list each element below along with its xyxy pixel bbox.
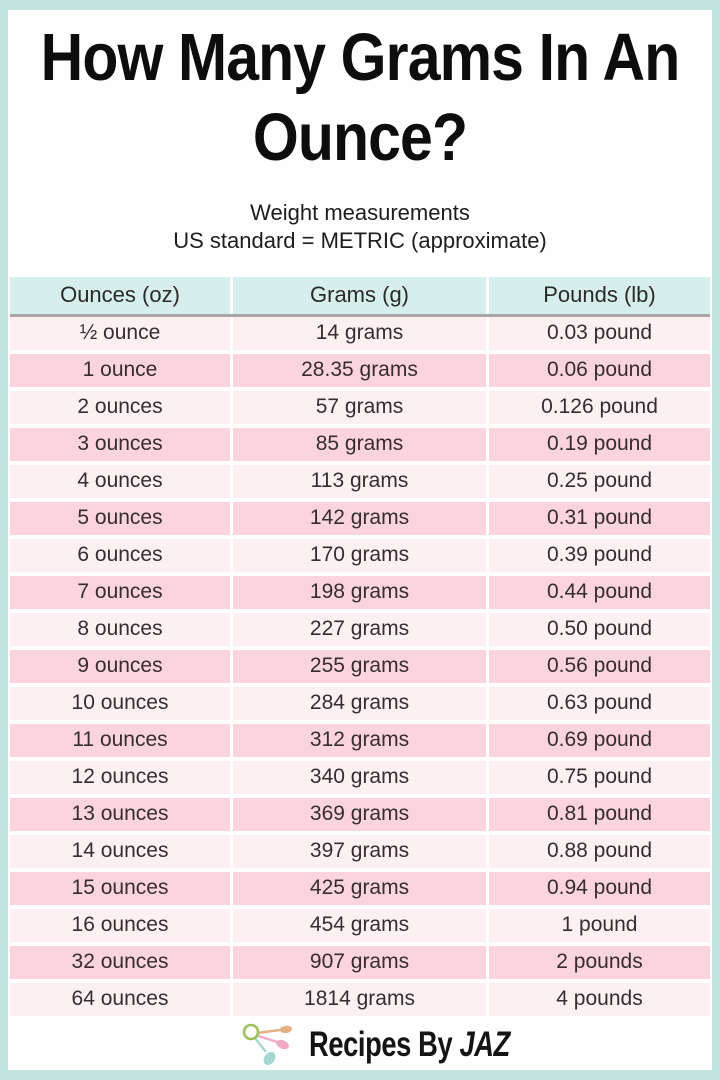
table-cell: 85 grams	[233, 427, 486, 461]
table-cell: 13 ounces	[10, 797, 230, 831]
table-cell: 907 grams	[233, 945, 486, 979]
table-cell: 454 grams	[233, 908, 486, 942]
table-cell: 425 grams	[233, 871, 486, 905]
table-row: 16 ounces 454 grams 1 pound	[10, 908, 710, 942]
subtitle-line-1: Weight measurements	[250, 199, 470, 225]
table-row: 3 ounces 85 grams 0.19 pound	[10, 427, 710, 461]
table-cell: 8 ounces	[10, 612, 230, 646]
table-cell: 9 ounces	[10, 649, 230, 683]
table-cell: 0.44 pound	[489, 575, 710, 609]
table-row: 10 ounces 284 grams 0.63 pound	[10, 686, 710, 720]
table-cell: 4 pounds	[489, 982, 710, 1016]
table-cell: 397 grams	[233, 834, 486, 868]
table-cell: 0.19 pound	[489, 427, 710, 461]
brand-name-prefix: Recipes By	[309, 1025, 453, 1064]
table-cell: 2 ounces	[10, 390, 230, 424]
table-cell: ½ ounce	[10, 316, 230, 350]
table-row: ½ ounce 14 grams 0.03 pound	[10, 316, 710, 350]
table-cell: 15 ounces	[10, 871, 230, 905]
table-cell: 4 ounces	[10, 464, 230, 498]
table-cell: 198 grams	[233, 575, 486, 609]
page-title: How Many Grams In An Ounce?	[40, 20, 681, 176]
table-cell: 312 grams	[233, 723, 486, 757]
brand-name: Recipes By JAZ	[309, 1025, 510, 1065]
measuring-spoons-icon	[242, 1023, 293, 1066]
table-row: 2 ounces 57 grams 0.126 pound	[10, 390, 710, 424]
table-row: 1 ounce 28.35 grams 0.06 pound	[10, 353, 710, 387]
table-cell: 0.56 pound	[489, 649, 710, 683]
table-cell: 10 ounces	[10, 686, 230, 720]
table-cell: 57 grams	[233, 390, 486, 424]
table-cell: 1 pound	[489, 908, 710, 942]
table-body: ½ ounce 14 grams 0.03 pound 1 ounce 28.35 gr…	[10, 316, 710, 1016]
table-cell: 170 grams	[233, 538, 486, 572]
table-cell: 1814 grams	[233, 982, 486, 1016]
subtitle: Weight measurements US standard = METRIC…	[8, 199, 712, 255]
infographic-body: How Many Grams In An Ounce? Weight measu…	[8, 10, 712, 1070]
table-row: 15 ounces 425 grams 0.94 pound	[10, 871, 710, 905]
table-cell: 0.25 pound	[489, 464, 710, 498]
table-cell: 0.75 pound	[489, 760, 710, 794]
table-row: 13 ounces 369 grams 0.81 pound	[10, 797, 710, 831]
table-cell: 0.94 pound	[489, 871, 710, 905]
column-header-pounds: Pounds (lb)	[489, 276, 710, 314]
table-row: 64 ounces 1814 grams 4 pounds	[10, 982, 710, 1016]
column-header-grams: Grams (g)	[233, 276, 486, 314]
table-cell: 28.35 grams	[233, 353, 486, 387]
table-row: 4 ounces 113 grams 0.25 pound	[10, 464, 710, 498]
table-cell: 0.88 pound	[489, 834, 710, 868]
table-row: 9 ounces 255 grams 0.56 pound	[10, 649, 710, 683]
table-row: 11 ounces 312 grams 0.69 pound	[10, 723, 710, 757]
table-cell: 0.126 pound	[489, 390, 710, 424]
table-cell: 6 ounces	[10, 538, 230, 572]
conversion-table: Ounces (oz) Grams (g) Pounds (lb) ½ ounc…	[10, 276, 710, 1016]
table-cell: 142 grams	[233, 501, 486, 535]
table-cell: 227 grams	[233, 612, 486, 646]
table-cell: 1 ounce	[10, 353, 230, 387]
table-cell: 340 grams	[233, 760, 486, 794]
table-cell: 5 ounces	[10, 501, 230, 535]
table-row: 12 ounces 340 grams 0.75 pound	[10, 760, 710, 794]
table-cell: 3 ounces	[10, 427, 230, 461]
table-cell: 113 grams	[233, 464, 486, 498]
table-row: 7 ounces 198 grams 0.44 pound	[10, 575, 710, 609]
table-cell: 255 grams	[233, 649, 486, 683]
table-cell: 0.50 pound	[489, 612, 710, 646]
table-cell: 12 ounces	[10, 760, 230, 794]
table-cell: 14 grams	[233, 316, 486, 350]
table-cell: 2 pounds	[489, 945, 710, 979]
table-cell: 284 grams	[233, 686, 486, 720]
table-cell: 0.69 pound	[489, 723, 710, 757]
table-cell: 16 ounces	[10, 908, 230, 942]
brand-footer: Recipes By JAZ	[38, 1020, 712, 1070]
table-cell: 11 ounces	[10, 723, 230, 757]
table-row: 8 ounces 227 grams 0.50 pound	[10, 612, 710, 646]
table-cell: 32 ounces	[10, 945, 230, 979]
table-cell: 0.03 pound	[489, 316, 710, 350]
table-cell: 0.31 pound	[489, 501, 710, 535]
table-cell: 14 ounces	[10, 834, 230, 868]
brand-name-suffix: JAZ	[459, 1025, 511, 1064]
table-header-row: Ounces (oz) Grams (g) Pounds (lb)	[10, 276, 710, 317]
table-cell: 64 ounces	[10, 982, 230, 1016]
table-cell: 0.63 pound	[489, 686, 710, 720]
table-cell: 0.81 pound	[489, 797, 710, 831]
table-cell: 369 grams	[233, 797, 486, 831]
table-cell: 0.39 pound	[489, 538, 710, 572]
table-cell: 0.06 pound	[489, 353, 710, 387]
subtitle-line-2: US standard = METRIC (approximate)	[173, 227, 547, 253]
table-row: 6 ounces 170 grams 0.39 pound	[10, 538, 710, 572]
table-row: 32 ounces 907 grams 2 pounds	[10, 945, 710, 979]
column-header-ounces: Ounces (oz)	[10, 276, 230, 314]
table-row: 5 ounces 142 grams 0.31 pound	[10, 501, 710, 535]
table-cell: 7 ounces	[10, 575, 230, 609]
table-row: 14 ounces 397 grams 0.88 pound	[10, 834, 710, 868]
